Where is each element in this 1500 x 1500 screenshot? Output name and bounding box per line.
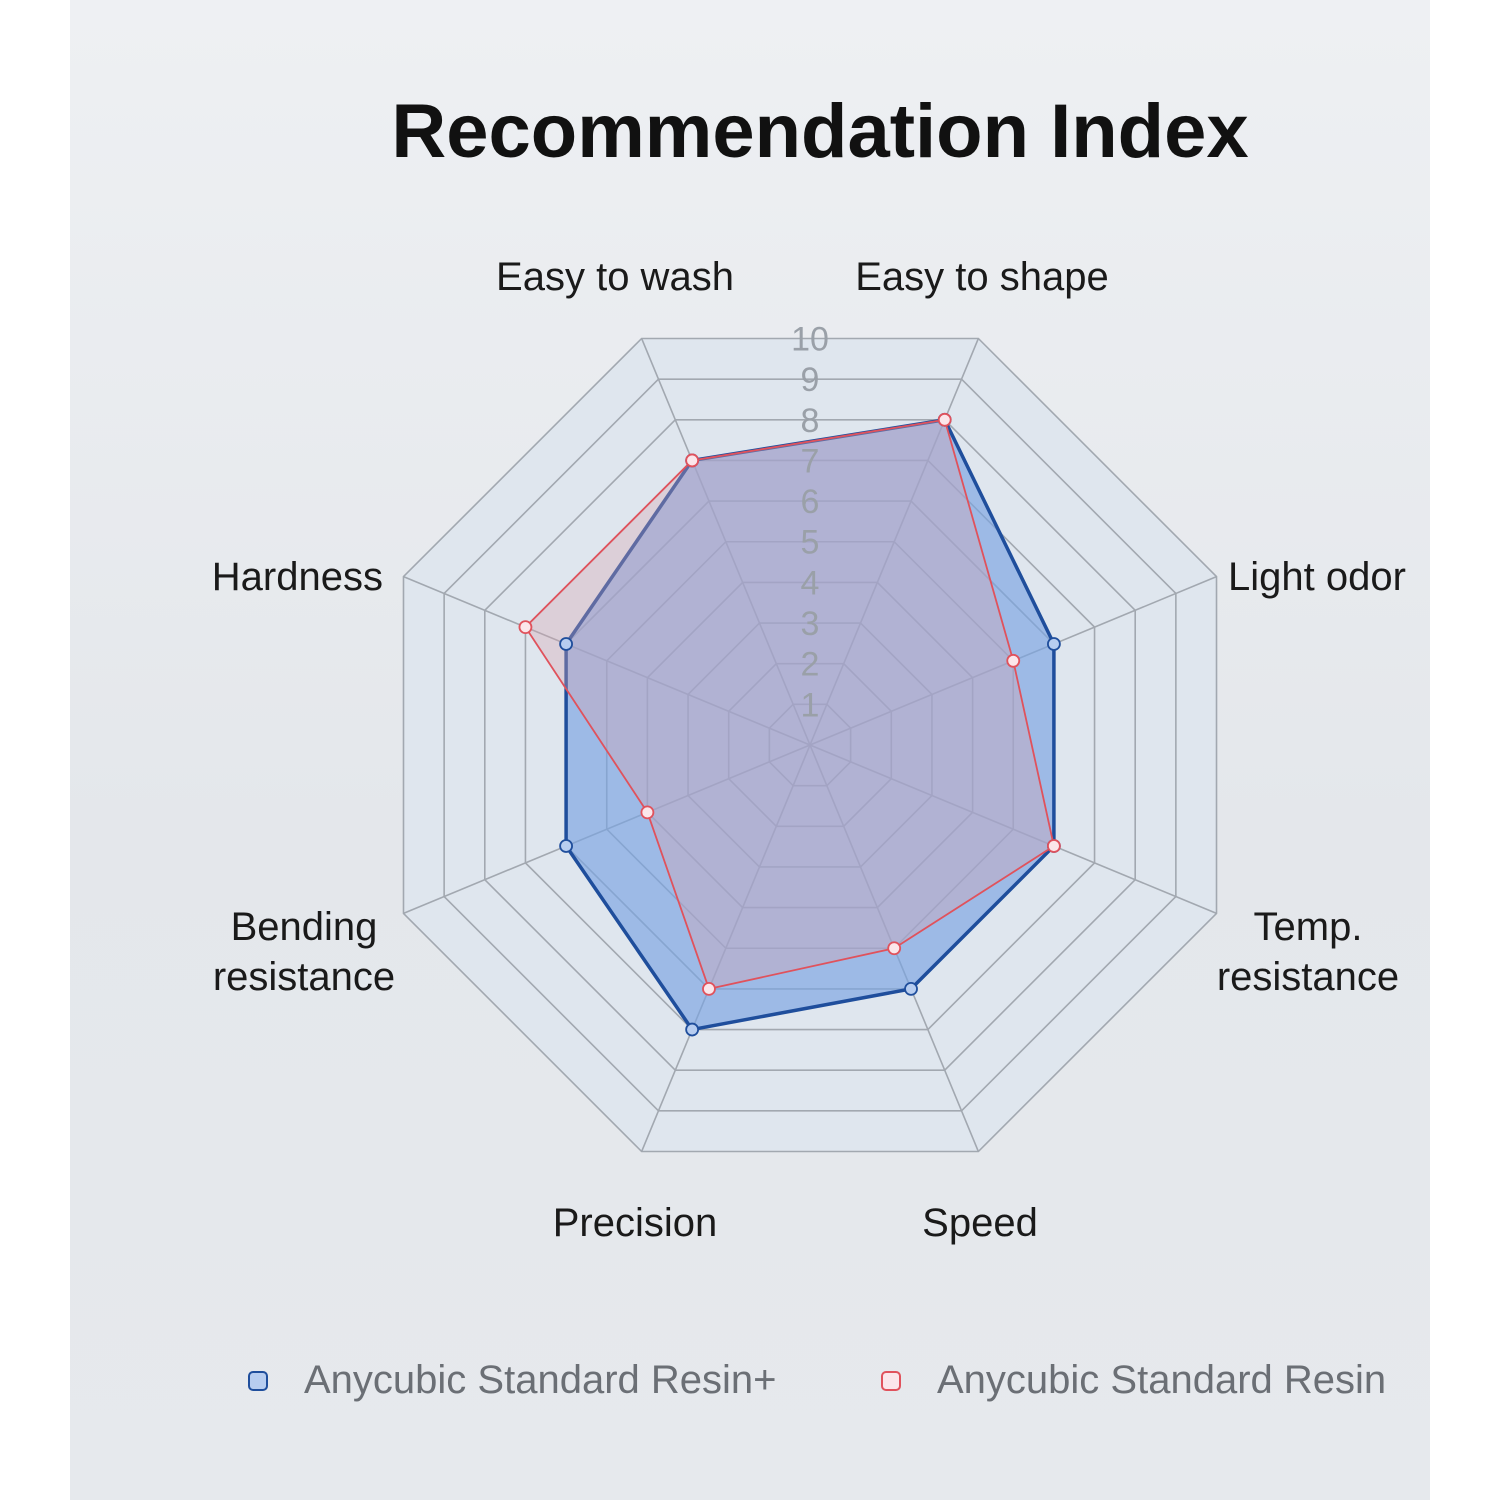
axis-label: Hardness xyxy=(212,555,383,599)
data-point xyxy=(937,412,952,427)
tick-label: 8 xyxy=(801,402,820,440)
tick-label: 9 xyxy=(801,361,820,399)
tick-label: 2 xyxy=(801,646,820,684)
legend-label-resin: Anycubic Standard Resin xyxy=(937,1358,1387,1402)
axis-label: Light odor xyxy=(1228,555,1406,599)
legend-swatch-resin-plus xyxy=(248,1370,268,1391)
tick-label: 3 xyxy=(801,605,820,643)
data-point xyxy=(640,805,655,820)
legend-swatch-resin xyxy=(881,1370,901,1391)
tick-label: 7 xyxy=(801,442,820,480)
tick-label: 4 xyxy=(801,564,820,602)
tick-label: 5 xyxy=(801,524,820,562)
tick-label: 10 xyxy=(791,320,829,358)
axis-label: Speed xyxy=(922,1201,1038,1245)
chart-title: Recommendation Index xyxy=(391,89,1249,174)
legend-item-resin: Anycubic Standard Resin xyxy=(881,1358,1386,1403)
data-point xyxy=(1006,653,1021,668)
data-point xyxy=(685,453,700,468)
axis-label: Bending resistance xyxy=(213,905,395,999)
data-point xyxy=(887,941,902,956)
axis-label: Temp. resistance xyxy=(1217,905,1399,999)
data-point xyxy=(685,1022,700,1037)
axis-label: Easy to wash xyxy=(496,255,734,299)
legend-label-resin-plus: Anycubic Standard Resin+ xyxy=(304,1358,777,1402)
data-point xyxy=(559,637,573,651)
data-point xyxy=(1047,637,1061,651)
axis-label: Easy to shape xyxy=(855,255,1109,299)
axis-label: Precision xyxy=(553,1201,718,1245)
data-point xyxy=(702,982,716,996)
data-point xyxy=(904,982,918,996)
data-point xyxy=(1047,839,1061,853)
tick-label: 6 xyxy=(801,483,820,521)
data-point xyxy=(559,839,573,853)
legend-item-resin-plus: Anycubic Standard Resin+ xyxy=(248,1358,777,1403)
data-point xyxy=(518,620,533,635)
tick-label: 1 xyxy=(801,686,820,724)
